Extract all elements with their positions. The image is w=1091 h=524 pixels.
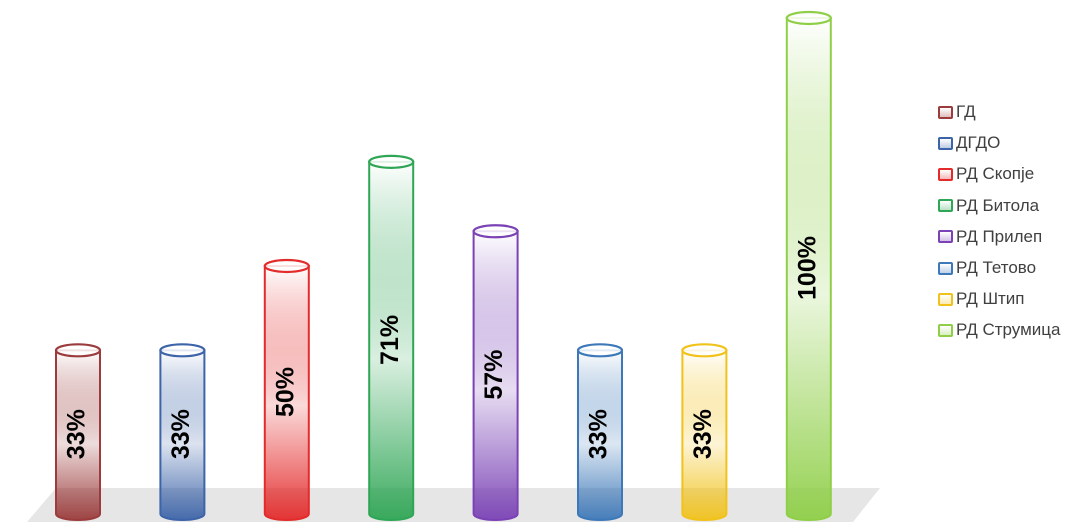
legend-item: РД Битола (938, 194, 1039, 218)
data-label: 33% (63, 409, 91, 459)
bar-top (681, 343, 728, 358)
bar-5: 57% (472, 224, 519, 521)
data-label: 50% (271, 367, 299, 417)
legend-label: РД Струмица (956, 320, 1061, 340)
legend-item: РД Штип (938, 287, 1025, 311)
legend-swatch (938, 323, 953, 337)
legend-label: ДГДО (956, 133, 1001, 153)
bar-2: 33% (159, 343, 206, 521)
legend-item: ГД (938, 100, 976, 124)
data-label: 71% (376, 315, 404, 365)
bar-body (577, 349, 623, 521)
legend-item: РД Тетово (938, 256, 1036, 280)
bar-top (159, 343, 206, 358)
bar-7: 33% (681, 343, 728, 521)
bar-top (472, 224, 519, 239)
bar-body (159, 349, 206, 521)
bar-top (785, 10, 832, 26)
bar-body (368, 160, 415, 521)
bar-top (368, 154, 415, 169)
data-label: 33% (585, 409, 613, 459)
legend-item: РД Скопје (938, 162, 1034, 186)
data-label: 33% (167, 409, 195, 459)
bar-top (576, 343, 624, 358)
legend-label: ГД (956, 102, 976, 121)
data-label: 33% (689, 409, 717, 459)
bar-top (263, 258, 310, 274)
legend-label: РД Прилеп (956, 226, 1043, 246)
bar-body (55, 349, 101, 521)
legend-swatch (938, 167, 953, 181)
bar-6: 33% (576, 343, 624, 521)
data-label: 100% (793, 236, 821, 300)
bar-body (785, 17, 832, 521)
legend-label: РД Штип (956, 289, 1025, 309)
bars-group: 33% 33% 50% 71% 57% 33% 33% 100% (54, 10, 832, 521)
bar-top (54, 343, 102, 358)
data-label: 57% (480, 350, 508, 400)
bar-1: 33% (54, 343, 102, 521)
legend-swatch (938, 261, 953, 275)
legend-swatch (938, 105, 953, 119)
legend-item: РД Прилеп (938, 225, 1042, 249)
legend-label: РД Тетово (956, 258, 1037, 277)
bar-body (263, 265, 310, 521)
legend-item: ДГДО (938, 131, 1000, 155)
legend-swatch (938, 292, 953, 306)
bar-body (681, 349, 728, 521)
bar-3: 50% (263, 258, 310, 521)
bar-4: 71% (368, 154, 415, 521)
bar-body (472, 230, 519, 521)
chart-floor (27, 488, 880, 522)
legend-swatch (938, 199, 953, 213)
legend-item: РД Струмица (938, 318, 1060, 342)
bar-8: 100% (785, 10, 832, 521)
legend-swatch (938, 136, 953, 150)
legend-swatch (938, 230, 953, 244)
legend-label: РД Скопје (956, 164, 1035, 184)
legend-label: РД Битола (956, 195, 1040, 215)
